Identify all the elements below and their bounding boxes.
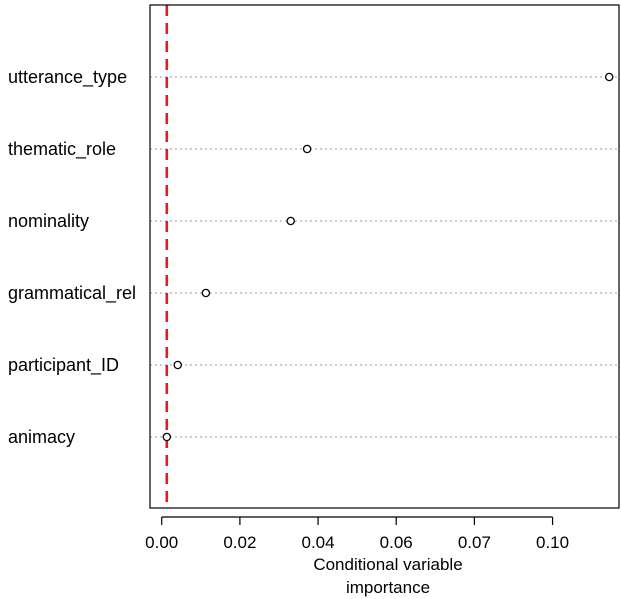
plot-frame <box>149 4 620 509</box>
data-point <box>162 432 172 442</box>
data-point <box>173 360 182 370</box>
category-label: participant_ID <box>8 355 119 376</box>
data-point <box>604 72 614 82</box>
category-label: utterance_type <box>8 67 127 88</box>
guide-lines <box>150 76 619 438</box>
x-tick-label: 0.06 <box>380 533 413 552</box>
category-label: animacy <box>8 427 75 447</box>
x-tick-label: 0.02 <box>223 533 256 552</box>
x-axis-title-line2: importance <box>346 578 430 597</box>
category-label: thematic_role <box>8 139 116 160</box>
x-tick-label: 0.10 <box>536 533 569 552</box>
data-point <box>302 144 312 154</box>
x-tick-label: 0.07 <box>458 533 491 552</box>
x-tick-label: 0.04 <box>302 533 335 552</box>
data-point <box>201 288 211 298</box>
x-tick-label: 0.00 <box>145 533 178 552</box>
category-label: nominality <box>8 211 89 231</box>
x-axis: 0.00 0.02 0.04 0.06 0.07 0.10 <box>145 516 569 552</box>
data-points <box>162 72 614 442</box>
category-labels: utterance_type thematic_role nominality gra… <box>8 67 136 447</box>
data-point <box>286 216 295 226</box>
x-axis-title-line1: Conditional variable <box>313 555 462 574</box>
category-label: grammatical_rel <box>8 283 136 304</box>
